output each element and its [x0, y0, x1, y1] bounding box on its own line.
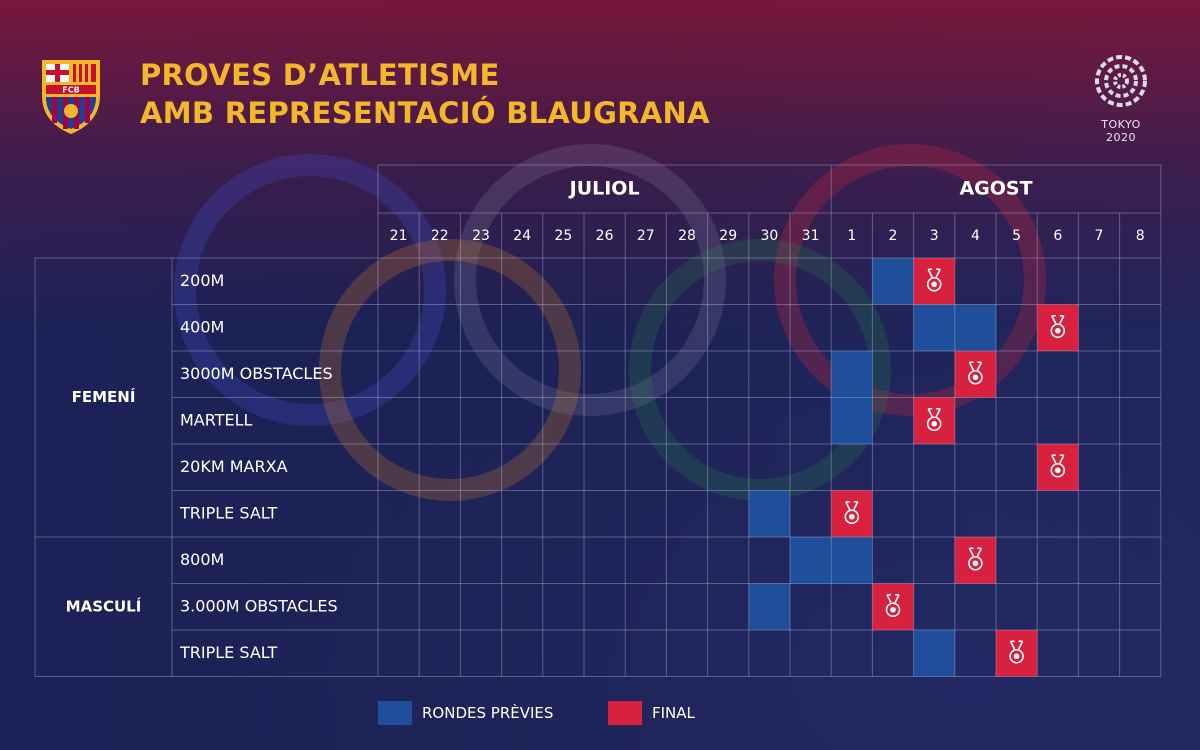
medal-icon [926, 268, 942, 292]
fc-barcelona-crest-icon: FCB [42, 60, 100, 134]
preliminary-cell [913, 304, 955, 351]
medal-icon [885, 593, 901, 618]
preliminary-cell [790, 537, 832, 584]
day-header: 6 [1053, 228, 1062, 244]
final-cell [831, 490, 873, 537]
medal-icon [1009, 640, 1024, 664]
title-line-1: PROVES D’ATLETISME [140, 58, 500, 92]
group-label: MASCULÍ [66, 596, 142, 615]
tokyo-2020-emblem: TOKYO 2020 [1086, 50, 1156, 144]
legend-label-final: FINAL [652, 704, 695, 722]
event-label: 200M [180, 271, 224, 290]
day-header: 24 [513, 228, 531, 244]
final-cell [954, 537, 996, 584]
day-header: 26 [596, 228, 614, 244]
group-label: FEMENÍ [72, 387, 136, 406]
day-header: 2 [889, 228, 898, 244]
medal-icon [926, 407, 942, 432]
event-label: TRIPLE SALT [179, 503, 277, 522]
legend-swatch-final [608, 701, 642, 725]
day-header: 22 [431, 228, 449, 244]
preliminary-cell [913, 630, 955, 677]
day-header: 28 [678, 228, 696, 244]
preliminary-cell [831, 537, 873, 584]
day-header: 31 [802, 228, 820, 244]
event-label: 3000M OBSTACLES [180, 364, 333, 383]
final-cell [913, 258, 955, 305]
day-header: 7 [1095, 228, 1104, 244]
event-label: 20KM MARXA [180, 457, 288, 476]
medal-icon [968, 547, 983, 571]
medal-icon [844, 500, 860, 525]
day-header: 1 [847, 228, 856, 244]
final-cell [913, 397, 955, 444]
final-cell [1037, 444, 1079, 491]
title-line-2: AMB REPRESENTACIÓ BLAUGRANA [140, 96, 710, 130]
day-header: 5 [1012, 228, 1021, 244]
final-cell [996, 630, 1038, 677]
final-cell [954, 351, 996, 398]
day-header: 23 [472, 228, 490, 244]
day-header: 21 [390, 228, 408, 244]
tokyo-2020-label: TOKYO 2020 [1101, 118, 1141, 144]
day-header: 30 [760, 228, 778, 244]
day-header: 4 [971, 228, 980, 244]
preliminary-cell [748, 583, 790, 630]
final-cell [1037, 304, 1079, 351]
preliminary-cell [831, 397, 873, 444]
event-label: MARTELL [180, 410, 253, 429]
event-label: 400M [180, 317, 224, 336]
day-header: 8 [1136, 228, 1145, 244]
medal-icon [968, 361, 983, 385]
day-header: 27 [637, 228, 655, 244]
event-label: 800M [180, 550, 224, 569]
medal-icon [1050, 314, 1066, 339]
tokyo-2020-emblem-icon [1095, 55, 1147, 107]
day-header: 29 [719, 228, 737, 244]
event-label: 3.000M OBSTACLES [180, 596, 338, 615]
event-label: TRIPLE SALT [179, 643, 277, 662]
preliminary-cell [748, 490, 790, 537]
final-cell [872, 583, 914, 630]
legend-label-preliminary: RONDES PRÈVIES [422, 704, 554, 722]
page-title: PROVES D’ATLETISME AMB REPRESENTACIÓ BLA… [140, 56, 710, 132]
legend-item-preliminary: RONDES PRÈVIES [378, 700, 553, 726]
legend-item-final: FINAL [608, 700, 695, 726]
day-header: 25 [554, 228, 572, 244]
month-header: AGOST [959, 178, 1032, 200]
legend-swatch-preliminary [378, 701, 412, 725]
preliminary-cell [954, 304, 996, 351]
month-header: JULIOL [568, 178, 640, 200]
preliminary-cell [831, 351, 873, 398]
day-header: 3 [930, 228, 939, 244]
medal-icon [1050, 454, 1066, 478]
preliminary-cell [872, 258, 914, 305]
crest-text: FCB [62, 86, 79, 95]
